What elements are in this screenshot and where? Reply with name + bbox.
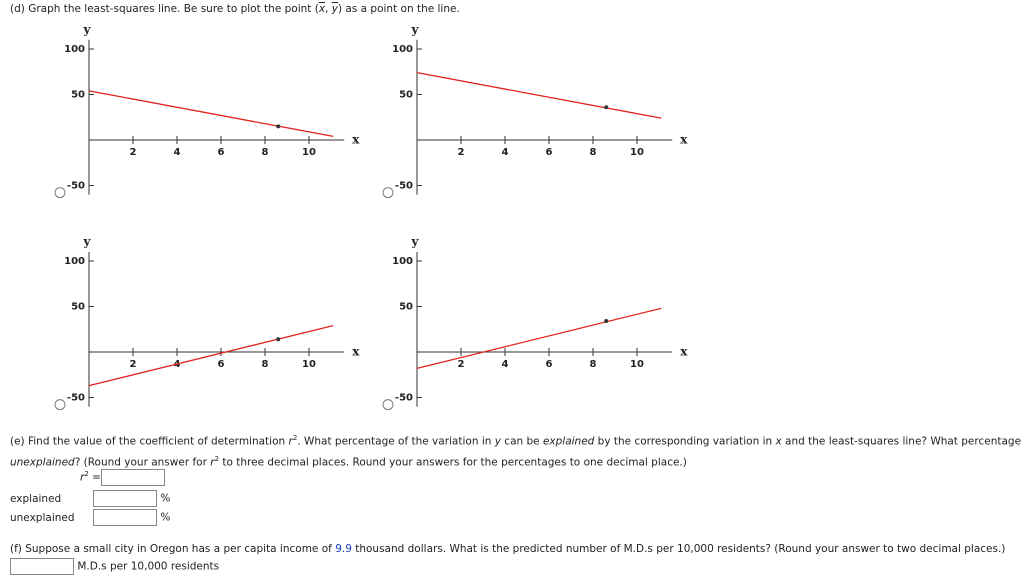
mean-point: [604, 105, 609, 110]
x-tick-label: 4: [174, 147, 181, 158]
y-tick-label: 100: [64, 44, 85, 55]
y-tick-label: 50: [71, 302, 85, 313]
charts: x y 2 4 6 8 10 -50 50 100 x y 2 4 6 8 10 -50 50 100 x y 2 4 6 8 10…: [54, 22, 688, 411]
regression-line: [416, 72, 662, 119]
x-tick-label: 8: [262, 147, 269, 158]
x-axis-label: x: [680, 133, 688, 147]
y-tick-label: -50: [395, 393, 413, 404]
text: 2: [292, 434, 298, 442]
mean-point: [276, 124, 281, 129]
y-tick-label: -50: [67, 393, 85, 404]
explained-row: explained %: [10, 490, 170, 507]
mds-input[interactable]: [10, 558, 74, 575]
radio-button[interactable]: [54, 399, 66, 411]
unexplained-input[interactable]: [93, 509, 157, 526]
question-e-line2: unexplained? (Round your answer for r2 t…: [10, 455, 687, 469]
x-tick-label: 10: [302, 359, 316, 370]
text: =: [92, 471, 101, 484]
text: ) as a point on the line.: [337, 3, 460, 15]
text: (e) Find the value of the coefficient of…: [10, 435, 289, 448]
x-tick-label: 10: [630, 147, 644, 158]
x-tick-label: 2: [458, 359, 465, 370]
question-f: (f) Suppose a small city in Oregon has a…: [10, 543, 1005, 555]
x-tick-label: 6: [218, 147, 225, 158]
radio-button[interactable]: [382, 399, 394, 411]
x-tick-label: 6: [218, 359, 225, 370]
text: unexplained: [10, 456, 75, 469]
text: x: [318, 3, 326, 15]
x-tick-label: 2: [130, 147, 137, 158]
text: to three decimal places. Round your answ…: [219, 456, 687, 469]
question-f-answer: M.D.s per 10,000 residents: [10, 558, 219, 575]
x-tick-label: 4: [502, 147, 509, 158]
text: 2: [84, 470, 89, 478]
regression-line: [88, 90, 334, 137]
y-tick-label: -50: [67, 181, 85, 192]
text: explained: [542, 435, 595, 448]
x-tick-label: 4: [502, 359, 509, 370]
x-tick-label: 8: [590, 359, 597, 370]
x-tick-label: 6: [546, 359, 553, 370]
question-d: (d) Graph the least-squares line. Be sur…: [10, 3, 460, 15]
text: r: [80, 471, 85, 484]
x-axis-label: x: [352, 133, 360, 147]
mean-point: [276, 337, 281, 342]
y-tick-label: -50: [395, 181, 413, 192]
text: y: [331, 3, 338, 15]
y-axis-label: y: [83, 22, 92, 36]
x-tick-label: 8: [590, 147, 597, 158]
x-tick-label: 10: [630, 359, 644, 370]
text: %: [160, 492, 171, 505]
text: ? (Round your answer for: [74, 456, 211, 469]
x-tick-label: 2: [458, 147, 465, 158]
text: y: [494, 435, 501, 448]
x-tick-label: 8: [262, 359, 269, 370]
regression-line: [416, 307, 662, 370]
x-tick-label: 10: [302, 147, 316, 158]
x-axis-label: x: [352, 345, 360, 359]
text: explained: [10, 492, 62, 505]
text: (f) Suppose a small city in Oregon has a…: [10, 543, 336, 555]
text: r: [288, 435, 293, 448]
explained-input[interactable]: [93, 490, 157, 507]
text: by the corresponding variation in: [594, 435, 776, 448]
x-axis-label: x: [680, 345, 688, 359]
text: x: [775, 435, 782, 448]
y-axis-label: y: [411, 22, 420, 36]
text: r: [210, 456, 215, 469]
text: M.D.s per 10,000 residents: [77, 560, 220, 573]
text: unexplained: [10, 511, 75, 524]
question-e-line1: (e) Find the value of the coefficient of…: [10, 434, 1024, 448]
mean-point: [604, 319, 609, 324]
text: %: [160, 511, 171, 524]
x-tick-label: 6: [546, 147, 553, 158]
y-axis-label: y: [83, 234, 92, 248]
y-tick-label: 100: [392, 44, 413, 55]
y-tick-label: 50: [71, 90, 85, 101]
radio-button[interactable]: [54, 187, 66, 199]
text: . What percentage of the variation in: [297, 435, 495, 448]
x-tick-label: 2: [130, 359, 137, 370]
r2-row: r2 =: [80, 469, 165, 486]
text: ,: [325, 3, 332, 15]
text: 2: [214, 455, 220, 463]
text: thousand dollars. What is the predicted …: [351, 543, 1006, 555]
r2-input[interactable]: [100, 469, 165, 486]
y-tick-label: 50: [399, 302, 413, 313]
y-tick-label: 100: [392, 256, 413, 267]
y-axis-label: y: [411, 234, 420, 248]
unexplained-row: unexplained %: [10, 509, 170, 526]
text: 9.9: [335, 543, 352, 555]
text: and the least-squares line? What percent…: [781, 435, 1024, 448]
y-tick-label: 50: [399, 90, 413, 101]
y-tick-label: 100: [64, 256, 85, 267]
regression-line: [88, 324, 334, 387]
radio-button[interactable]: [382, 187, 394, 199]
text: (d) Graph the least-squares line. Be sur…: [10, 3, 319, 15]
text: can be: [500, 435, 543, 448]
